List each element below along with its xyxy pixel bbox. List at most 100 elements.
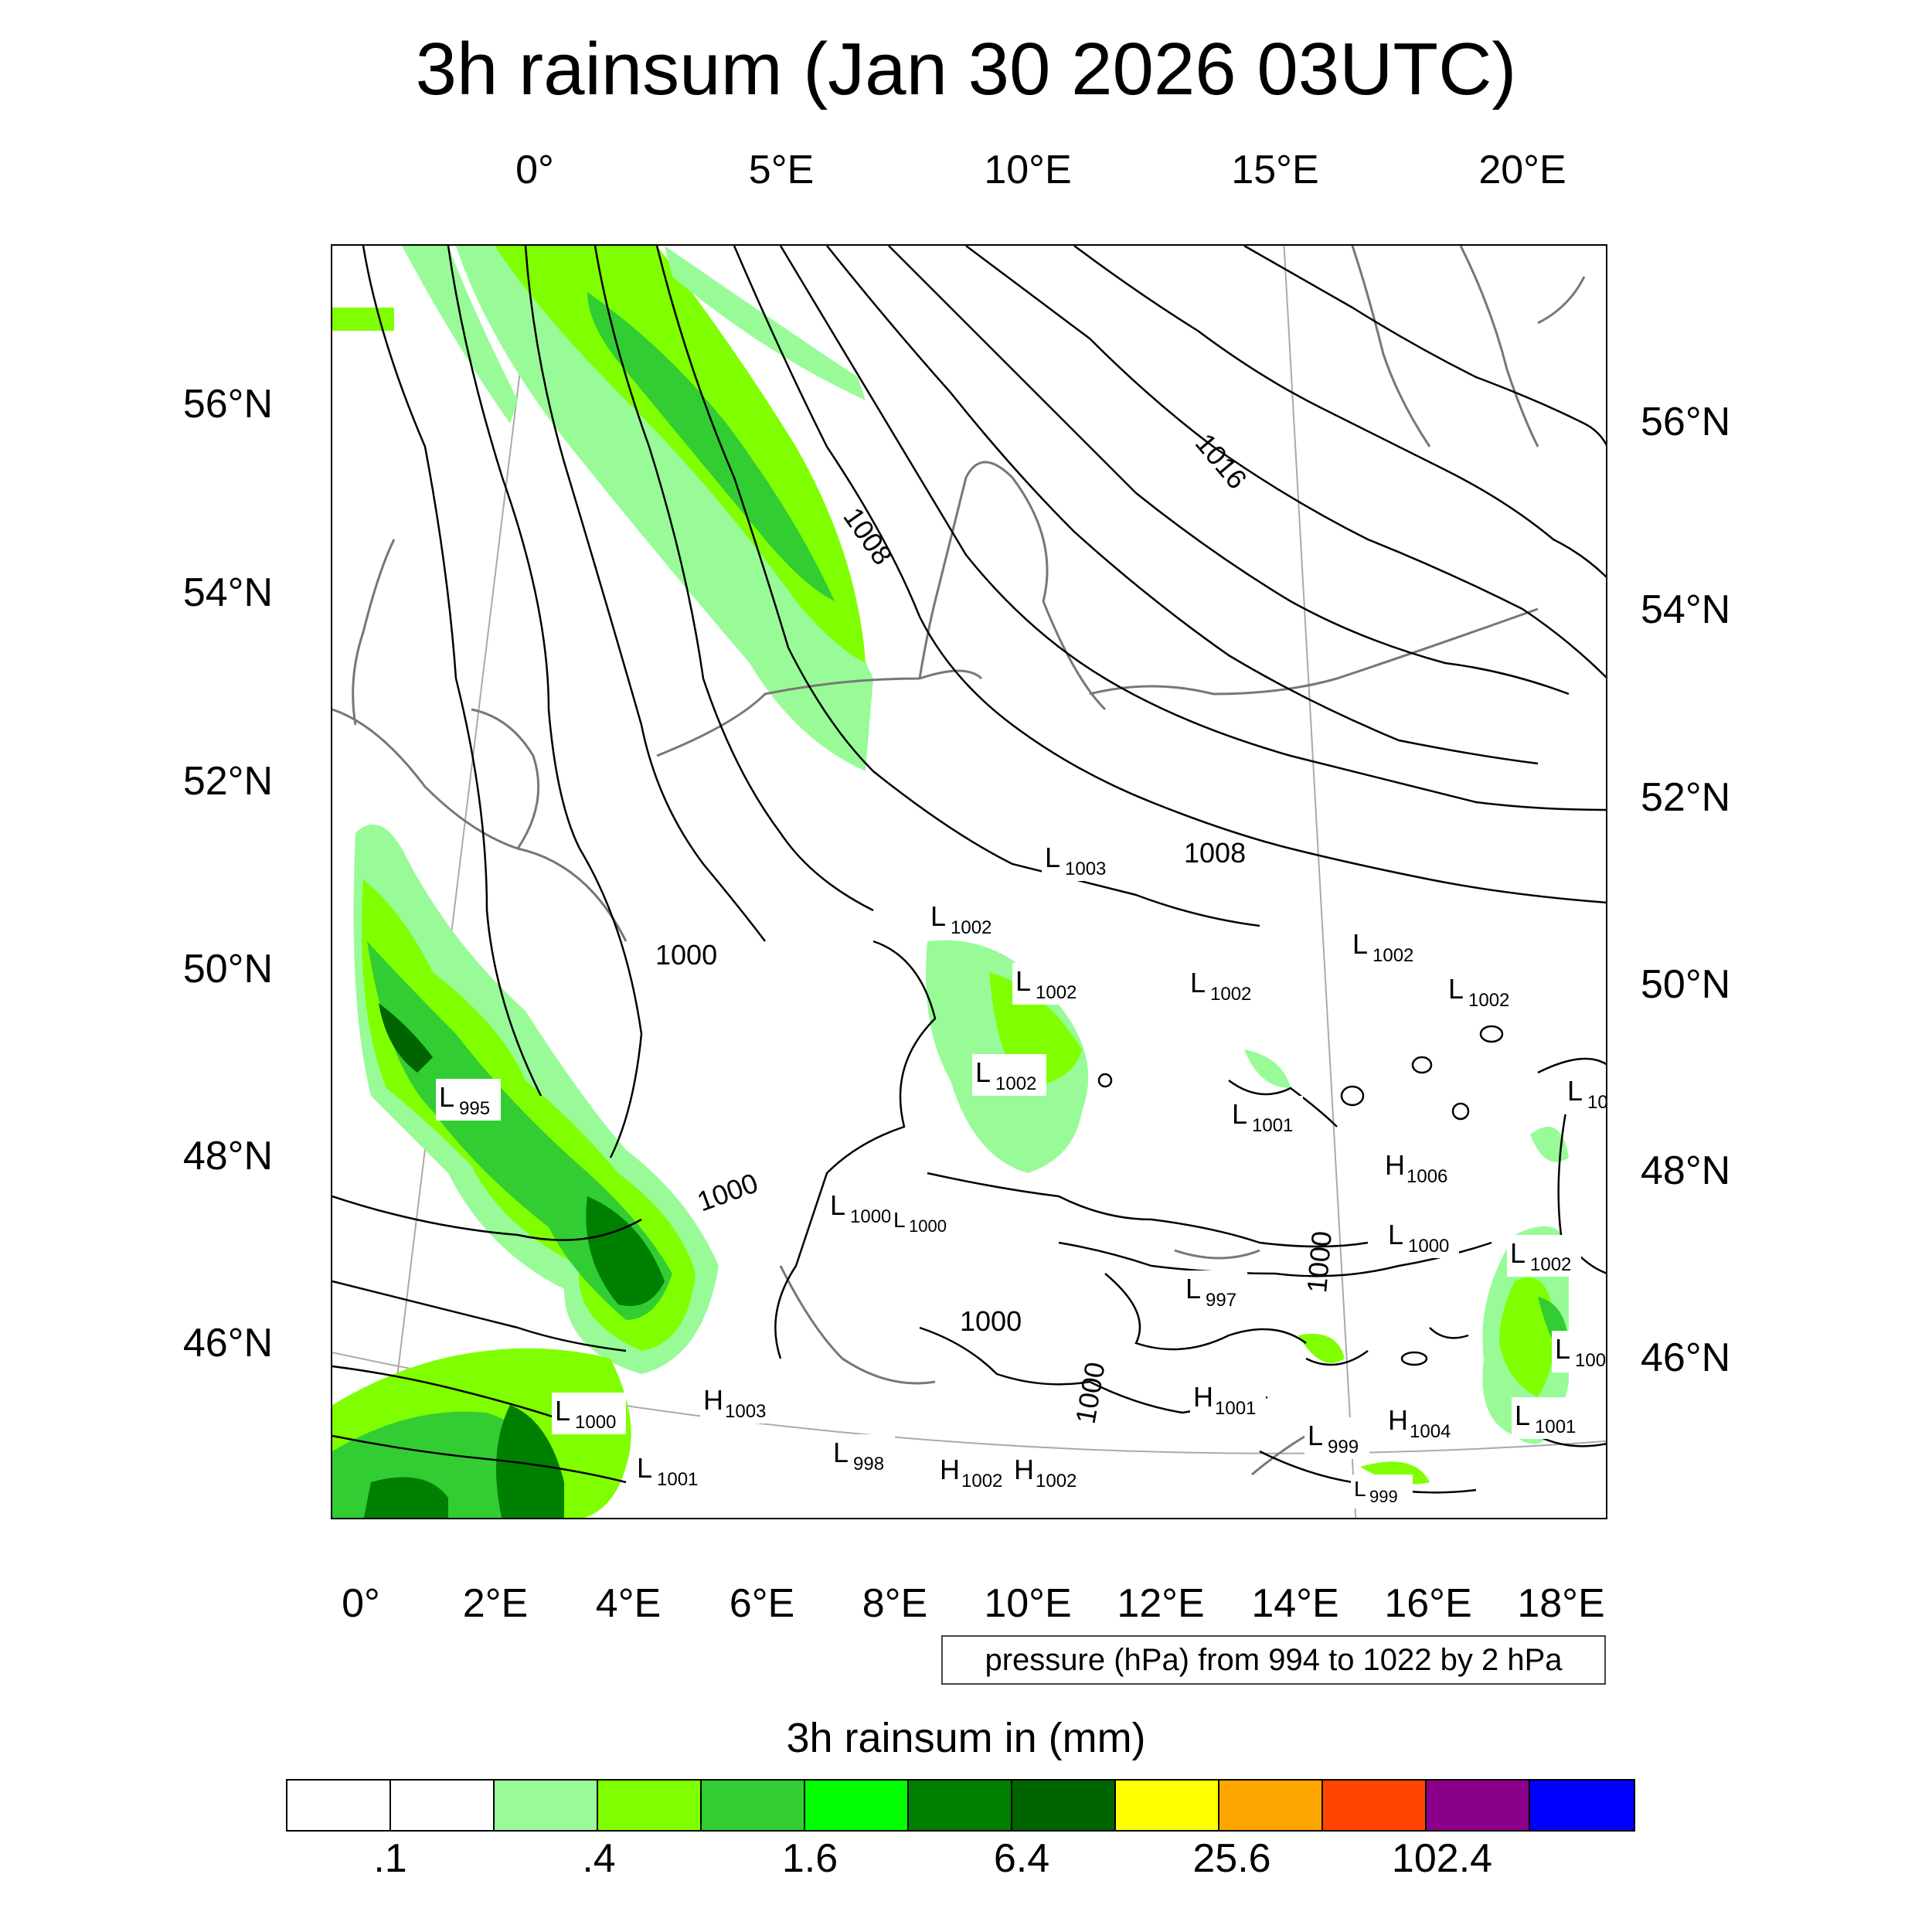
top-lon-label: 5°E — [748, 148, 815, 192]
svg-text:H: H — [1193, 1381, 1213, 1413]
bottom-lon-label: 6°E — [729, 1581, 795, 1626]
colorbar-box — [1427, 1781, 1530, 1830]
svg-text:L: L — [1185, 1273, 1201, 1304]
colorbar-box — [287, 1781, 391, 1830]
precip-area — [363, 1477, 448, 1518]
low-pressure-center: L 1002 — [1507, 1235, 1581, 1277]
svg-text:995: 995 — [459, 1098, 490, 1119]
svg-text:L: L — [1190, 967, 1206, 998]
svg-text:999: 999 — [1328, 1437, 1359, 1458]
svg-text:1002: 1002 — [951, 917, 992, 938]
colorbar-box — [391, 1781, 495, 1830]
left-lat-label: 46°N — [182, 1321, 273, 1366]
colorbar-box — [598, 1781, 702, 1830]
high-pressure-center: H 1004 — [1385, 1402, 1461, 1444]
svg-text:1000: 1000 — [850, 1206, 891, 1227]
isobar-label: 1016 — [1189, 427, 1253, 495]
top-lon-label: 15°E — [1231, 148, 1319, 192]
right-lat-label: 50°N — [1641, 962, 1731, 1007]
top-lon-label: 10°E — [984, 148, 1072, 192]
high-pressure-center: H 1001 — [1190, 1379, 1266, 1420]
high-pressure-center: H 1002 — [937, 1451, 1012, 1493]
high-pressure-center: H 1002 — [1011, 1451, 1087, 1493]
precip-area — [332, 308, 394, 331]
plot-title: 3h rainsum (Jan 30 2026 03UTC) — [415, 28, 1517, 111]
colorbar — [286, 1779, 1635, 1832]
svg-text:H: H — [1388, 1404, 1408, 1436]
low-pressure-center: L 10 — [1564, 1073, 1607, 1114]
bottom-lon-label: 14°E — [1251, 1581, 1339, 1626]
left-lat-label: 48°N — [182, 1134, 273, 1179]
svg-text:998: 998 — [853, 1454, 884, 1475]
svg-text:L: L — [555, 1395, 570, 1427]
precip-area — [1244, 1049, 1291, 1088]
precip-area — [402, 246, 518, 423]
low-pressure-center: L 999 — [1351, 1475, 1413, 1509]
colorbar-tick-label: .1 — [373, 1836, 407, 1881]
right-lat-label: 46°N — [1641, 1335, 1731, 1380]
colorbar-tick-label: 6.4 — [993, 1836, 1050, 1881]
top-lon-label: 0° — [515, 148, 554, 192]
colorbar-box — [702, 1781, 805, 1830]
low-pressure-center: L 1003 — [1042, 839, 1116, 881]
precip-area — [1298, 1334, 1345, 1363]
colorbar-box — [1116, 1781, 1219, 1830]
low-pressure-center: L 999 — [1304, 1417, 1369, 1459]
isobar-label: 1000 — [1070, 1359, 1111, 1426]
low-pressure-center: L 1002 — [1445, 971, 1519, 1012]
low-pressure-center: L 1000 — [552, 1393, 626, 1434]
svg-text:1004: 1004 — [1410, 1421, 1451, 1442]
svg-text:L: L — [1515, 1400, 1530, 1431]
bottom-lon-label: 0° — [342, 1581, 380, 1626]
low-pressure-center: L 1001 — [634, 1450, 708, 1492]
svg-text:1000: 1000 — [1408, 1236, 1449, 1257]
colorbar-box — [909, 1781, 1012, 1830]
svg-text:L: L — [1567, 1075, 1583, 1107]
svg-text:L: L — [1555, 1333, 1570, 1365]
colorbar-tick-label: 1.6 — [781, 1836, 838, 1881]
low-pressure-center: L 1001 — [1229, 1096, 1303, 1138]
svg-text:1001: 1001 — [1535, 1417, 1576, 1437]
colorbar-box — [1530, 1781, 1634, 1830]
low-pressure-center: L 1000 — [1385, 1216, 1459, 1258]
svg-text:1000: 1000 — [575, 1412, 616, 1433]
svg-text:H: H — [703, 1384, 723, 1416]
svg-text:1002: 1002 — [1036, 1471, 1077, 1492]
isobar-label: 1000 — [1301, 1230, 1338, 1294]
coastlines — [332, 246, 1586, 1476]
colorbar-box — [1323, 1781, 1427, 1830]
low-pressure-center: L 100 — [1552, 1331, 1606, 1372]
left-lat-label: 56°N — [182, 382, 273, 427]
svg-text:1000: 1000 — [909, 1216, 947, 1236]
right-lat-label: 56°N — [1641, 400, 1731, 444]
svg-text:1003: 1003 — [1065, 859, 1106, 879]
svg-text:1003: 1003 — [725, 1401, 766, 1422]
svg-text:997: 997 — [1206, 1290, 1236, 1311]
svg-text:999: 999 — [1369, 1487, 1398, 1506]
left-lat-label: 50°N — [182, 947, 273, 992]
left-lat-label: 52°N — [182, 759, 273, 804]
bottom-lon-label: 18°E — [1517, 1581, 1605, 1626]
bottom-lon-label: 16°E — [1384, 1581, 1472, 1626]
precip-area — [496, 1405, 564, 1518]
svg-text:1002: 1002 — [1036, 982, 1077, 1003]
low-pressure-center: L 1002 — [1349, 926, 1423, 968]
precip-area — [495, 246, 866, 663]
svg-text:1002: 1002 — [1210, 984, 1251, 1005]
svg-text:L: L — [637, 1452, 652, 1484]
svg-text:L: L — [1045, 842, 1060, 873]
svg-text:L: L — [1232, 1098, 1247, 1130]
right-lat-label: 48°N — [1641, 1148, 1731, 1193]
svg-text:L: L — [1015, 965, 1031, 997]
colorbar-box — [1219, 1781, 1323, 1830]
svg-text:10: 10 — [1587, 1092, 1607, 1113]
left-lat-label: 54°N — [182, 570, 273, 615]
low-pressure-center: L 1001 — [1512, 1397, 1586, 1439]
colorbar-tick-label: 102.4 — [1391, 1836, 1493, 1881]
svg-text:1006: 1006 — [1406, 1166, 1447, 1187]
svg-text:H: H — [940, 1454, 960, 1485]
bottom-lon-label: 2°E — [462, 1581, 529, 1626]
top-lon-label: 20°E — [1478, 148, 1566, 192]
svg-text:1001: 1001 — [657, 1469, 698, 1490]
